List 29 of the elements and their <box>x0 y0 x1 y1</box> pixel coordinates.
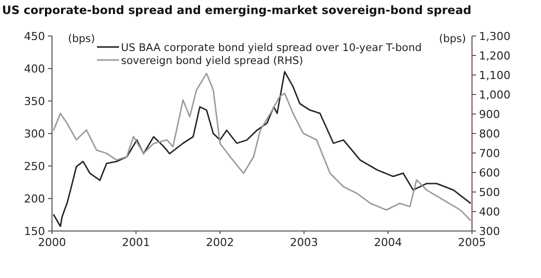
y-tick-label: 250 <box>24 160 45 173</box>
y-tick-label: 300 <box>24 128 45 140</box>
x-tick-label: 2004 <box>374 236 402 249</box>
y2-tick-label: 800 <box>479 128 500 140</box>
y2-tick-label: 1,000 <box>479 88 510 102</box>
x-tick-label: 2002 <box>206 236 234 249</box>
y2-tick-label: 1,100 <box>479 69 510 82</box>
y-tick-label: 450 <box>24 30 45 43</box>
y2-tick-label: 1,300 <box>479 30 510 43</box>
y2-tick-label: 500 <box>479 186 500 199</box>
y-axis-title: (bps) <box>68 33 95 45</box>
x-tick-label: 2000 <box>38 236 66 249</box>
y-tick-label: 400 <box>24 62 45 76</box>
y2-tick-label: 700 <box>479 147 500 160</box>
y2-tick-label: 400 <box>479 206 500 218</box>
y2-axis-title: (bps) <box>439 33 466 45</box>
y-tick-label: 150 <box>24 225 45 238</box>
legend-label: sovereign bond yield spread (RHS) <box>121 55 304 67</box>
y-tick-label: 200 <box>24 192 45 206</box>
x-tick-label: 2005 <box>458 236 486 249</box>
y2-tick-label: 900 <box>479 108 500 121</box>
y2-tick-label: 600 <box>479 166 500 180</box>
y-tick-label: 350 <box>24 95 45 108</box>
y2-tick-label: 300 <box>479 225 500 238</box>
y2-tick-label: 1,200 <box>479 50 510 62</box>
x-tick-label: 2003 <box>290 236 318 249</box>
x-tick-label: 2001 <box>122 236 150 249</box>
chart-title: US corporate-bond spread and emerging-market sovereign-bond spread <box>2 3 472 17</box>
legend-label: US BAA corporate bond yield spread over 10-year T-bond <box>121 42 422 54</box>
